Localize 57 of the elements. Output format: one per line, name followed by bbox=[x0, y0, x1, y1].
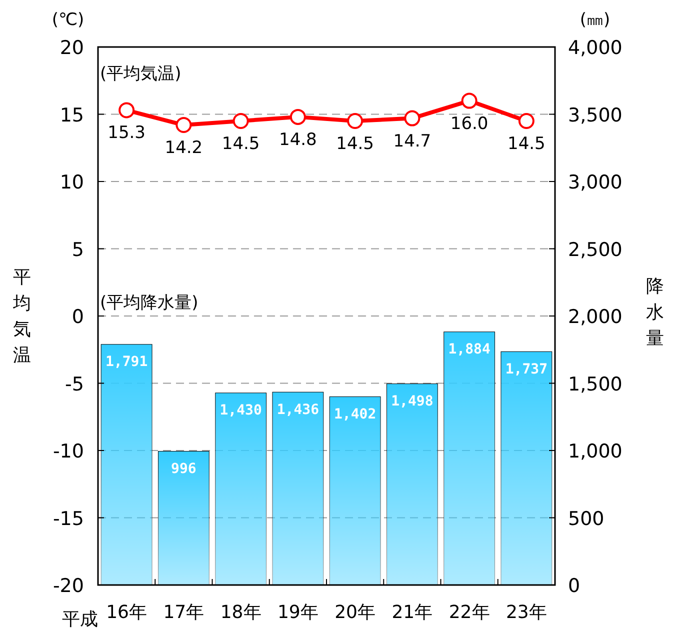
data-label: 14.5 bbox=[336, 134, 374, 154]
data-label: 14.5 bbox=[222, 134, 260, 154]
y-tick-label: 20 bbox=[60, 37, 84, 59]
data-label: 15.3 bbox=[108, 123, 146, 144]
series-label: (平均降水量) bbox=[100, 293, 198, 313]
text: (㎜) bbox=[580, 10, 610, 30]
data-label: 14.2 bbox=[164, 138, 203, 158]
y2-tick-label: 0 bbox=[568, 575, 580, 597]
x-tick-label: 21年 bbox=[392, 602, 433, 623]
y-tick-label: -20 bbox=[52, 575, 84, 597]
data-label: 14.5 bbox=[508, 134, 546, 154]
y-tick-label: 0 bbox=[72, 306, 84, 328]
y2-tick-label: 1,000 bbox=[568, 440, 622, 462]
x-tick-label: 17年 bbox=[163, 602, 204, 623]
point bbox=[347, 112, 364, 129]
y2-tick-label: 3,000 bbox=[568, 172, 622, 194]
data-label: 1,402 bbox=[334, 406, 376, 422]
y-tick-label: 5 bbox=[72, 238, 84, 261]
data-label: 1,737 bbox=[505, 361, 548, 378]
data-label: 1,436 bbox=[276, 402, 320, 418]
data-label: 1,498 bbox=[391, 394, 434, 410]
x-tick-label: 19年 bbox=[277, 602, 318, 623]
data-label: 14.8 bbox=[279, 130, 317, 150]
point bbox=[290, 108, 306, 125]
text: (℃) bbox=[52, 10, 84, 30]
x-tick-label: 20年 bbox=[334, 602, 376, 623]
y2-tick-label: 500 bbox=[568, 508, 604, 530]
data-label: 1,430 bbox=[220, 402, 262, 419]
data-label: 14.7 bbox=[393, 131, 432, 152]
y-tick-label: 15 bbox=[60, 104, 84, 126]
x-tick-label: 23年 bbox=[506, 602, 547, 623]
y2-tick-label: 4,000 bbox=[568, 37, 622, 59]
point bbox=[518, 112, 534, 129]
y2-tick-label: 2,500 bbox=[568, 238, 622, 261]
y-tick-label: -10 bbox=[52, 440, 84, 462]
data-label: 1,884 bbox=[448, 342, 490, 358]
y2-tick-label: 1,500 bbox=[568, 373, 622, 396]
point bbox=[118, 102, 135, 118]
x-tick-label: 22年 bbox=[448, 602, 490, 623]
y2-tick-label: 2,000 bbox=[568, 306, 622, 328]
data-label: 1,791 bbox=[105, 354, 148, 370]
data-label: 16.0 bbox=[450, 114, 488, 134]
y2-axis-title: 降水量 bbox=[646, 276, 664, 349]
data-label: 996 bbox=[171, 461, 196, 478]
point bbox=[461, 92, 478, 109]
y-axis-title: 平均気温 bbox=[12, 267, 31, 366]
y2-tick-label: 3,500 bbox=[568, 104, 622, 126]
text: 平成 bbox=[62, 609, 98, 629]
y-tick-label: -15 bbox=[52, 508, 84, 530]
y-tick-label: -5 bbox=[65, 373, 84, 396]
point bbox=[232, 112, 249, 129]
x-tick-label: 18年 bbox=[220, 602, 262, 623]
y-tick-label: 10 bbox=[60, 172, 84, 194]
point bbox=[404, 110, 420, 126]
series-label: (平均気温) bbox=[100, 64, 182, 84]
x-tick-label: 16年 bbox=[106, 602, 148, 623]
point bbox=[176, 117, 192, 134]
